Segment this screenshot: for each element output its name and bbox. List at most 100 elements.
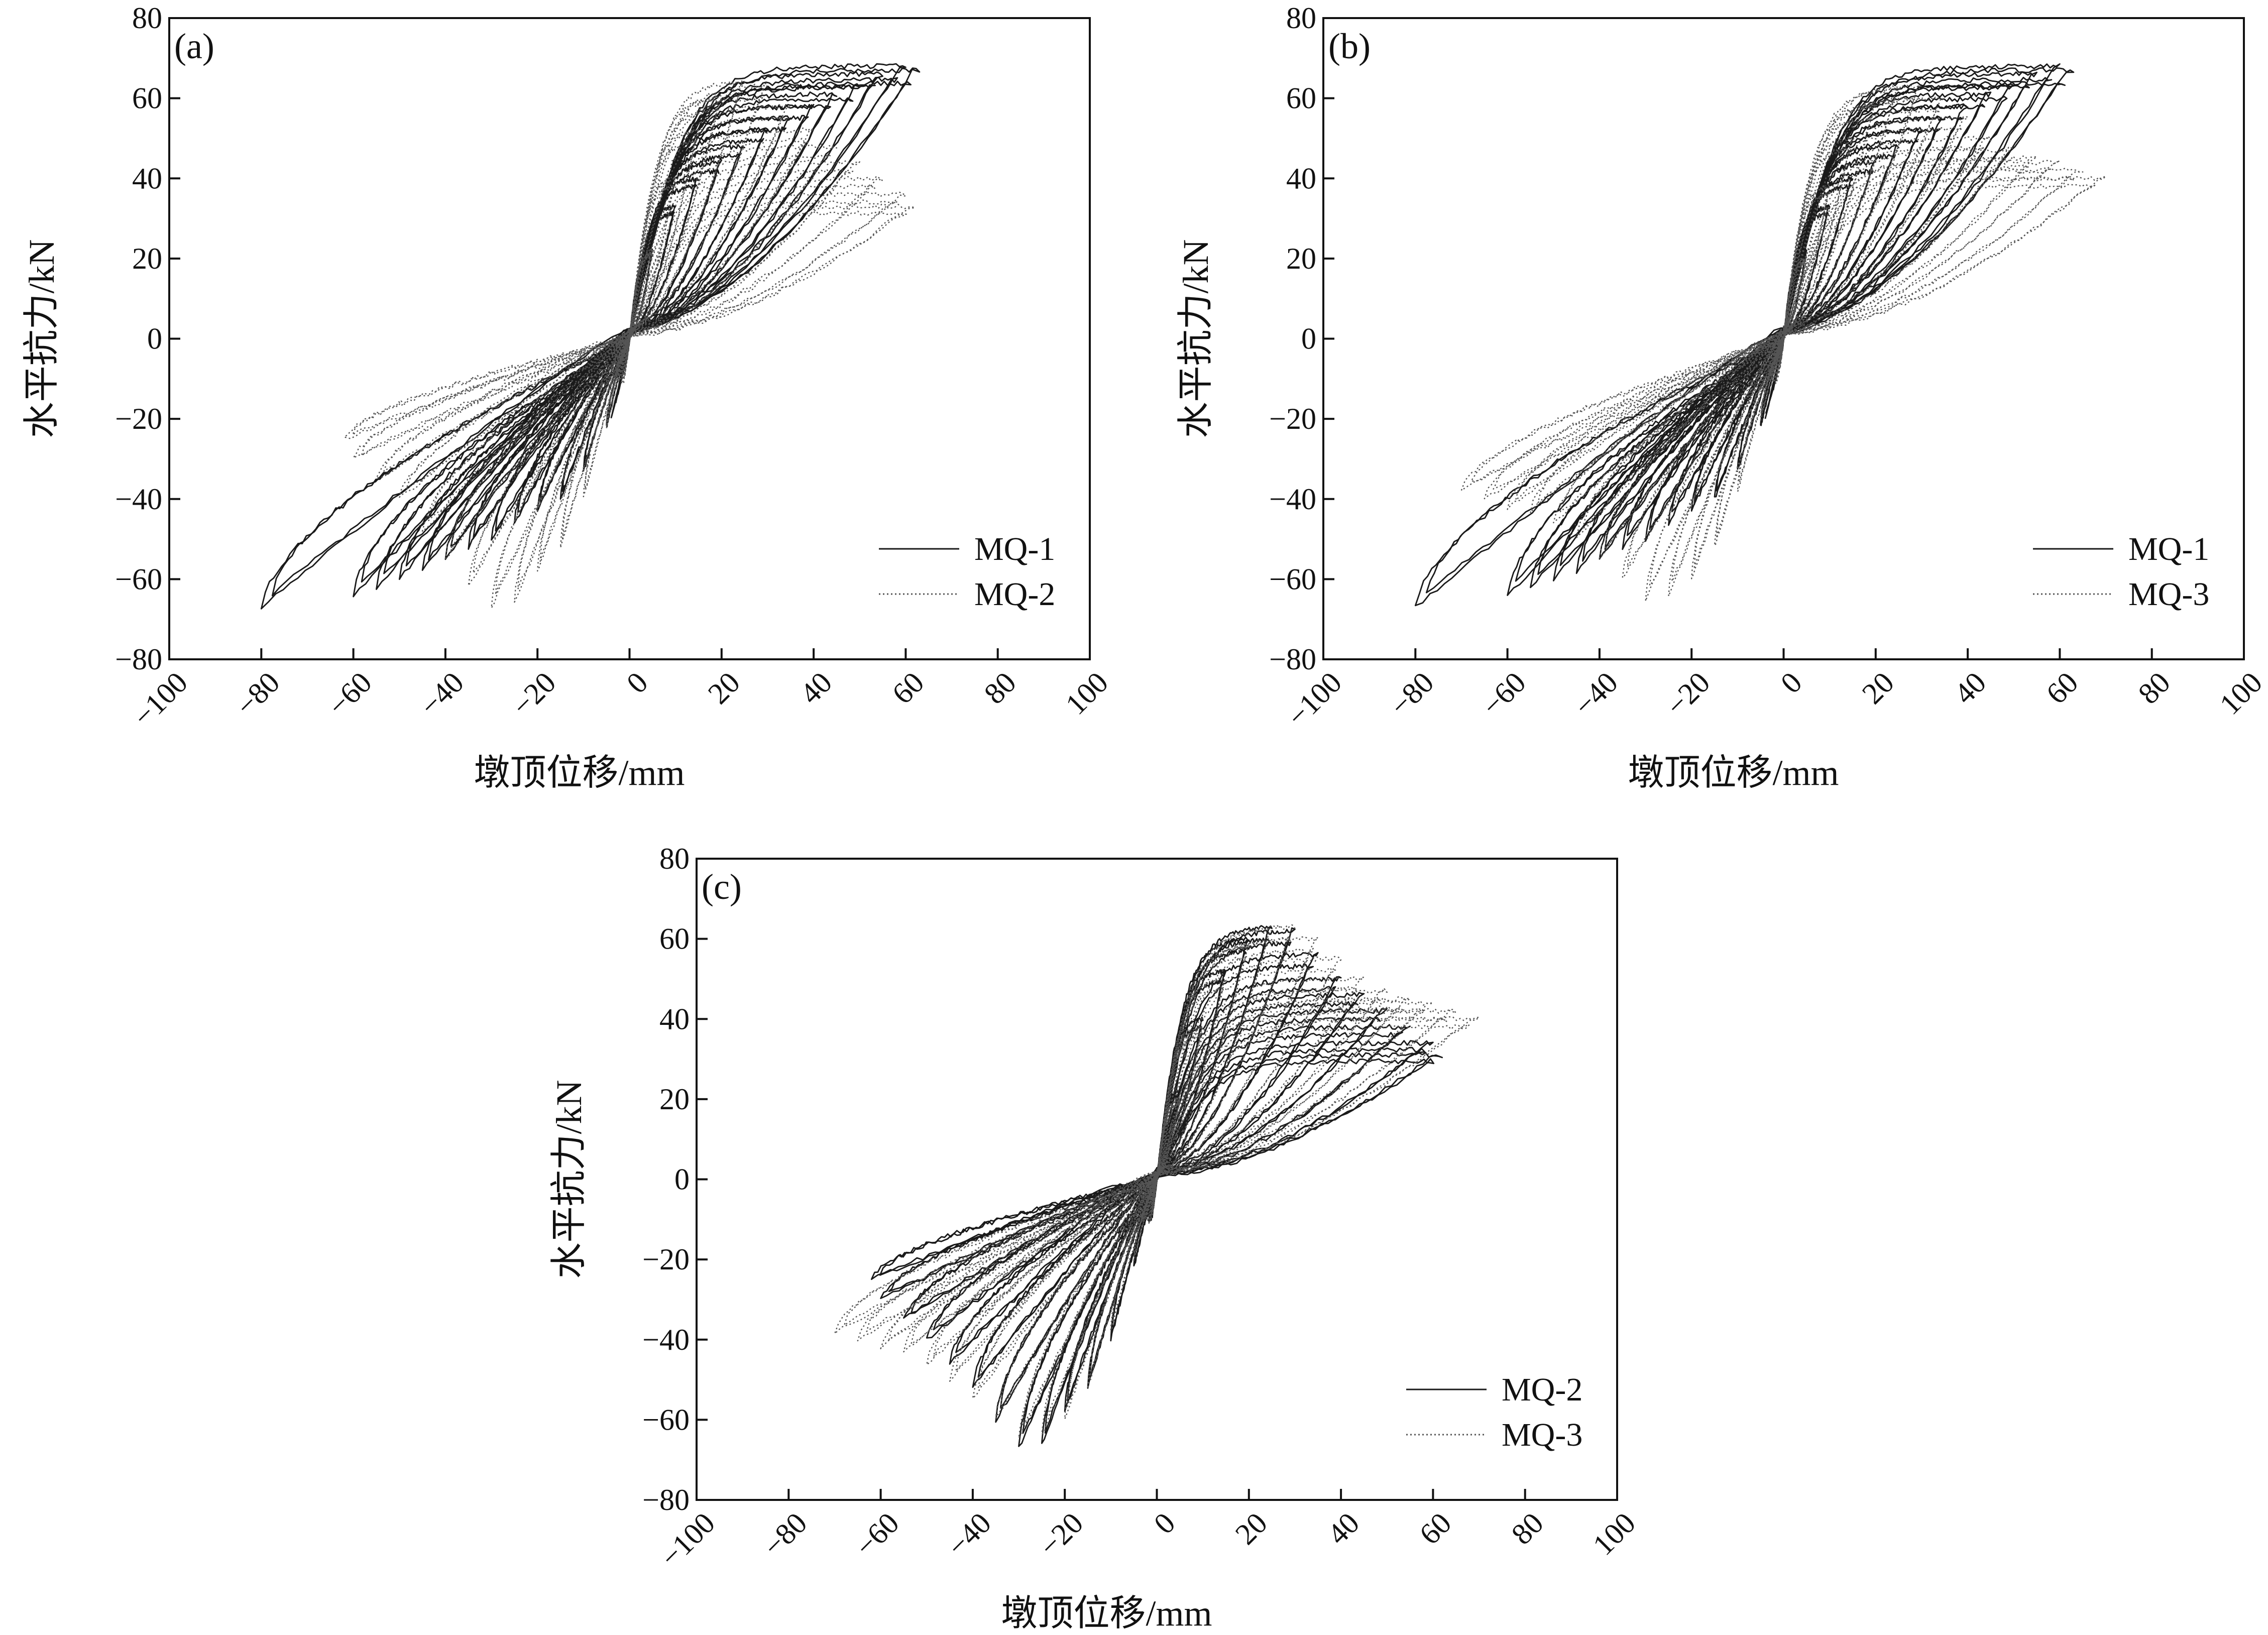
x-tick-label: 80	[2132, 666, 2177, 711]
series-loop-mq-3	[1000, 948, 1314, 1410]
series-loop-mq-2	[405, 168, 854, 490]
series-mq-3	[1460, 84, 2107, 602]
x-tick-label: −80	[756, 1506, 813, 1563]
series-mq-2	[870, 925, 1443, 1447]
series-loop-mq-3	[1691, 103, 1876, 579]
y-tick-label: 60	[132, 82, 162, 115]
series-loop-mq-2	[399, 160, 860, 498]
series-loop-mq-3	[1530, 155, 2037, 514]
x-tick-label: 40	[1321, 1506, 1366, 1551]
series-loop-mq-2	[495, 95, 764, 596]
series-loop-mq-3	[1645, 84, 1922, 602]
legend-label-mq-1: MQ-1	[2128, 531, 2209, 567]
x-tick-label: 40	[793, 666, 838, 711]
y-axis-title: 水平抗力/kN	[1176, 239, 1216, 438]
series-mq-1	[260, 63, 921, 610]
series-loop-mq-3	[1022, 937, 1292, 1426]
series-mq-1	[1414, 63, 2075, 607]
series-mq-3	[834, 924, 1480, 1439]
legend: MQ-2 MQ-3	[1406, 1371, 1582, 1453]
y-tick-label: 20	[1286, 242, 1316, 275]
series-loop-mq-3	[1018, 924, 1296, 1439]
series-loop-mq-3	[834, 1016, 1480, 1335]
y-tick-label: 0	[1301, 322, 1316, 356]
panel-label: (b)	[1328, 26, 1371, 66]
y-tick-label: −80	[642, 1483, 690, 1516]
series-loop-mq-2	[361, 199, 898, 456]
x-tick-label: 100	[1059, 666, 1114, 721]
x-tick-label: 100	[2213, 666, 2268, 721]
legend-label-mq-2: MQ-2	[974, 576, 1055, 613]
y-axis-title: 水平抗力/kN	[549, 1080, 589, 1278]
x-tick-label: 0	[1148, 1506, 1182, 1541]
x-tick-label: 60	[2039, 666, 2084, 711]
y-tick-label: −20	[1269, 402, 1316, 435]
y-tick-label: −60	[115, 562, 162, 596]
series-loop-mq-3	[1041, 928, 1273, 1435]
x-tick-label: 100	[1586, 1506, 1642, 1562]
y-tick-label: 20	[659, 1083, 690, 1116]
series-loop-mq-3	[1537, 164, 2030, 503]
series-loop-mq-2	[468, 104, 791, 587]
series-loop-mq-2	[517, 93, 742, 590]
x-tick-label: −20	[1033, 1506, 1089, 1563]
y-tick-label: 80	[1286, 2, 1316, 35]
series-loop-mq-3	[949, 976, 1365, 1382]
series-loop-mq-2	[353, 191, 906, 458]
panel-label: (a)	[174, 26, 214, 66]
y-tick-label: −80	[1269, 643, 1316, 676]
series-loop-mq-1	[260, 67, 921, 610]
series-mq-2	[344, 79, 916, 609]
series-loop-mq-3	[1111, 1031, 1202, 1325]
y-tick-label: −40	[115, 483, 162, 516]
series-loop-mq-1	[1425, 81, 2066, 594]
x-tick-label: 80	[1505, 1506, 1550, 1551]
x-tick-label: −40	[941, 1506, 997, 1563]
series-loop-mq-3	[903, 996, 1411, 1353]
x-tick-label: 20	[702, 666, 746, 711]
series-loop-mq-3	[1515, 168, 2053, 501]
plot-area	[1414, 63, 2107, 607]
series-loop-mq-2	[999, 963, 1314, 1409]
y-tick-label: 40	[1286, 162, 1316, 195]
y-tick-label: 80	[132, 2, 162, 35]
x-tick-label: −60	[321, 666, 378, 723]
legend: MQ-1 MQ-2	[879, 531, 1055, 613]
series-loop-mq-3	[888, 1008, 1426, 1341]
series-loop-mq-3	[1507, 159, 2061, 510]
series-loop-mq-2	[352, 210, 907, 436]
legend-label-mq-3: MQ-3	[2128, 576, 2209, 613]
x-axis-title: 墩顶位移/mm	[1001, 1593, 1212, 1633]
legend-label-mq-1: MQ-1	[974, 531, 1055, 567]
series-loop-mq-2	[344, 203, 916, 439]
legend-label-mq-2: MQ-2	[1502, 1371, 1582, 1408]
series-loop-mq-3	[1484, 167, 2084, 500]
y-tick-label: 0	[674, 1163, 690, 1196]
x-tick-label: −40	[1567, 666, 1624, 723]
x-tick-label: −20	[1659, 666, 1716, 723]
x-tick-label: 60	[885, 666, 930, 711]
y-tick-label: 40	[132, 162, 162, 195]
y-tick-label: 20	[132, 242, 162, 275]
y-tick-label: −20	[642, 1243, 690, 1276]
y-tick-label: −80	[115, 643, 162, 676]
y-tick-label: 60	[659, 922, 690, 956]
series-loop-mq-3	[911, 1005, 1403, 1345]
x-tick-label: 0	[1774, 666, 1808, 700]
y-tick-label: −60	[642, 1403, 690, 1436]
x-tick-label: −80	[1383, 666, 1440, 723]
y-tick-label: 0	[147, 322, 162, 356]
series-loop-mq-2	[444, 127, 815, 559]
y-tick-label: −20	[115, 402, 162, 435]
series-loop-mq-3	[995, 936, 1319, 1419]
y-tick-label: −40	[642, 1323, 690, 1356]
x-tick-label: −40	[413, 666, 470, 723]
series-loop-mq-3	[933, 998, 1381, 1357]
series-loop-mq-3	[1604, 127, 1963, 550]
series-loop-mq-2	[1022, 941, 1292, 1434]
series-loop-mq-2	[514, 79, 745, 603]
series-loop-mq-2	[428, 153, 831, 521]
